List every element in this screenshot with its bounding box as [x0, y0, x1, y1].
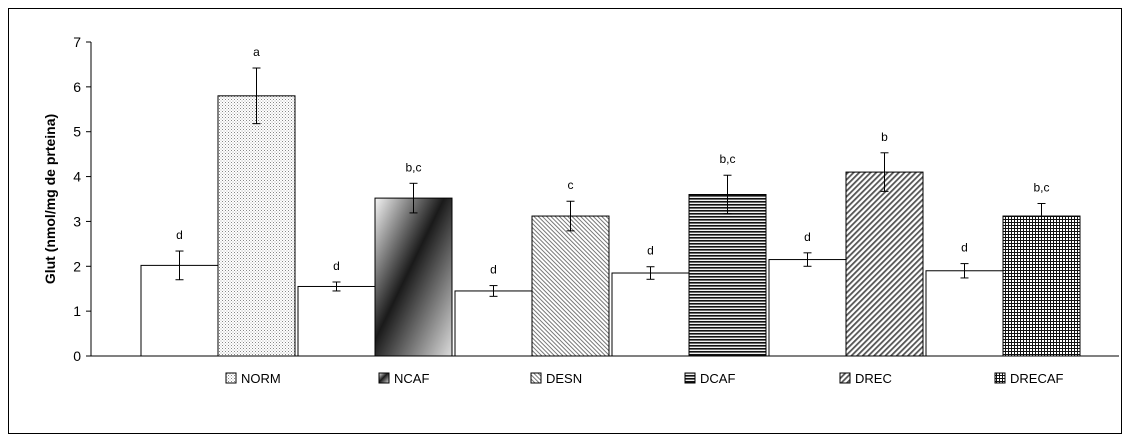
y-tick-label: 1: [73, 303, 81, 319]
y-tick-label: 5: [73, 124, 81, 140]
y-tick-label: 6: [73, 79, 81, 95]
significance-label: d: [490, 263, 497, 277]
significance-label: d: [333, 259, 340, 273]
significance-label: b: [881, 130, 888, 144]
significance-label: d: [804, 230, 811, 244]
bar: [845, 171, 924, 357]
legend-label: NCAF: [394, 371, 429, 386]
significance-label: b,c: [1033, 180, 1049, 194]
bar: [925, 270, 1004, 357]
significance-label: c: [568, 178, 574, 192]
legend-swatch: [378, 372, 390, 384]
significance-label: a: [253, 45, 260, 59]
bar: [688, 194, 767, 357]
bars: d a d b,c d c d b,c d b d b,c: [140, 45, 1081, 357]
legend-swatch: [530, 372, 542, 384]
significance-label: b,c: [405, 160, 421, 174]
legend-label: NORM: [241, 371, 281, 386]
legend: NORM NCAF DESN DCAF DREC DRECAF: [225, 371, 1064, 386]
legend-swatch: [684, 372, 696, 384]
bar: [454, 290, 533, 357]
significance-label: d: [647, 244, 654, 258]
bar: [1002, 215, 1081, 357]
y-tick-label: 7: [73, 34, 81, 50]
legend-swatch: [994, 372, 1006, 384]
bar: [611, 272, 690, 357]
y-tick-label: 3: [73, 213, 81, 229]
bar: [297, 285, 376, 357]
bar-chart: 0 1 2 3 4 5 6 7 d a d b,c d c d b,c d b d b,c NORM NCAF DESN…: [42, 34, 1119, 386]
bar: [374, 197, 453, 357]
legend-label: DRECAF: [1010, 371, 1064, 386]
legend-swatch: [839, 372, 851, 384]
bar: [531, 215, 610, 357]
legend-label: DREC: [855, 371, 892, 386]
y-axis-label: Glut (nmol/mg de prteina): [42, 114, 58, 284]
significance-label: d: [961, 241, 968, 255]
significance-label: b,c: [719, 152, 735, 166]
legend-label: DESN: [546, 371, 582, 386]
chart-frame: 0 1 2 3 4 5 6 7 d a d b,c d c d b,c d b d b,c NORM NCAF DESN…: [8, 8, 1122, 434]
bar: [768, 259, 847, 357]
significance-label: d: [176, 228, 183, 242]
bar: [140, 264, 219, 357]
legend-swatch: [225, 372, 237, 384]
y-tick-label: 2: [73, 258, 81, 274]
y-tick-label: 4: [73, 169, 81, 185]
legend-label: DCAF: [700, 371, 735, 386]
bar: [217, 95, 296, 357]
y-tick-label: 0: [73, 348, 81, 364]
